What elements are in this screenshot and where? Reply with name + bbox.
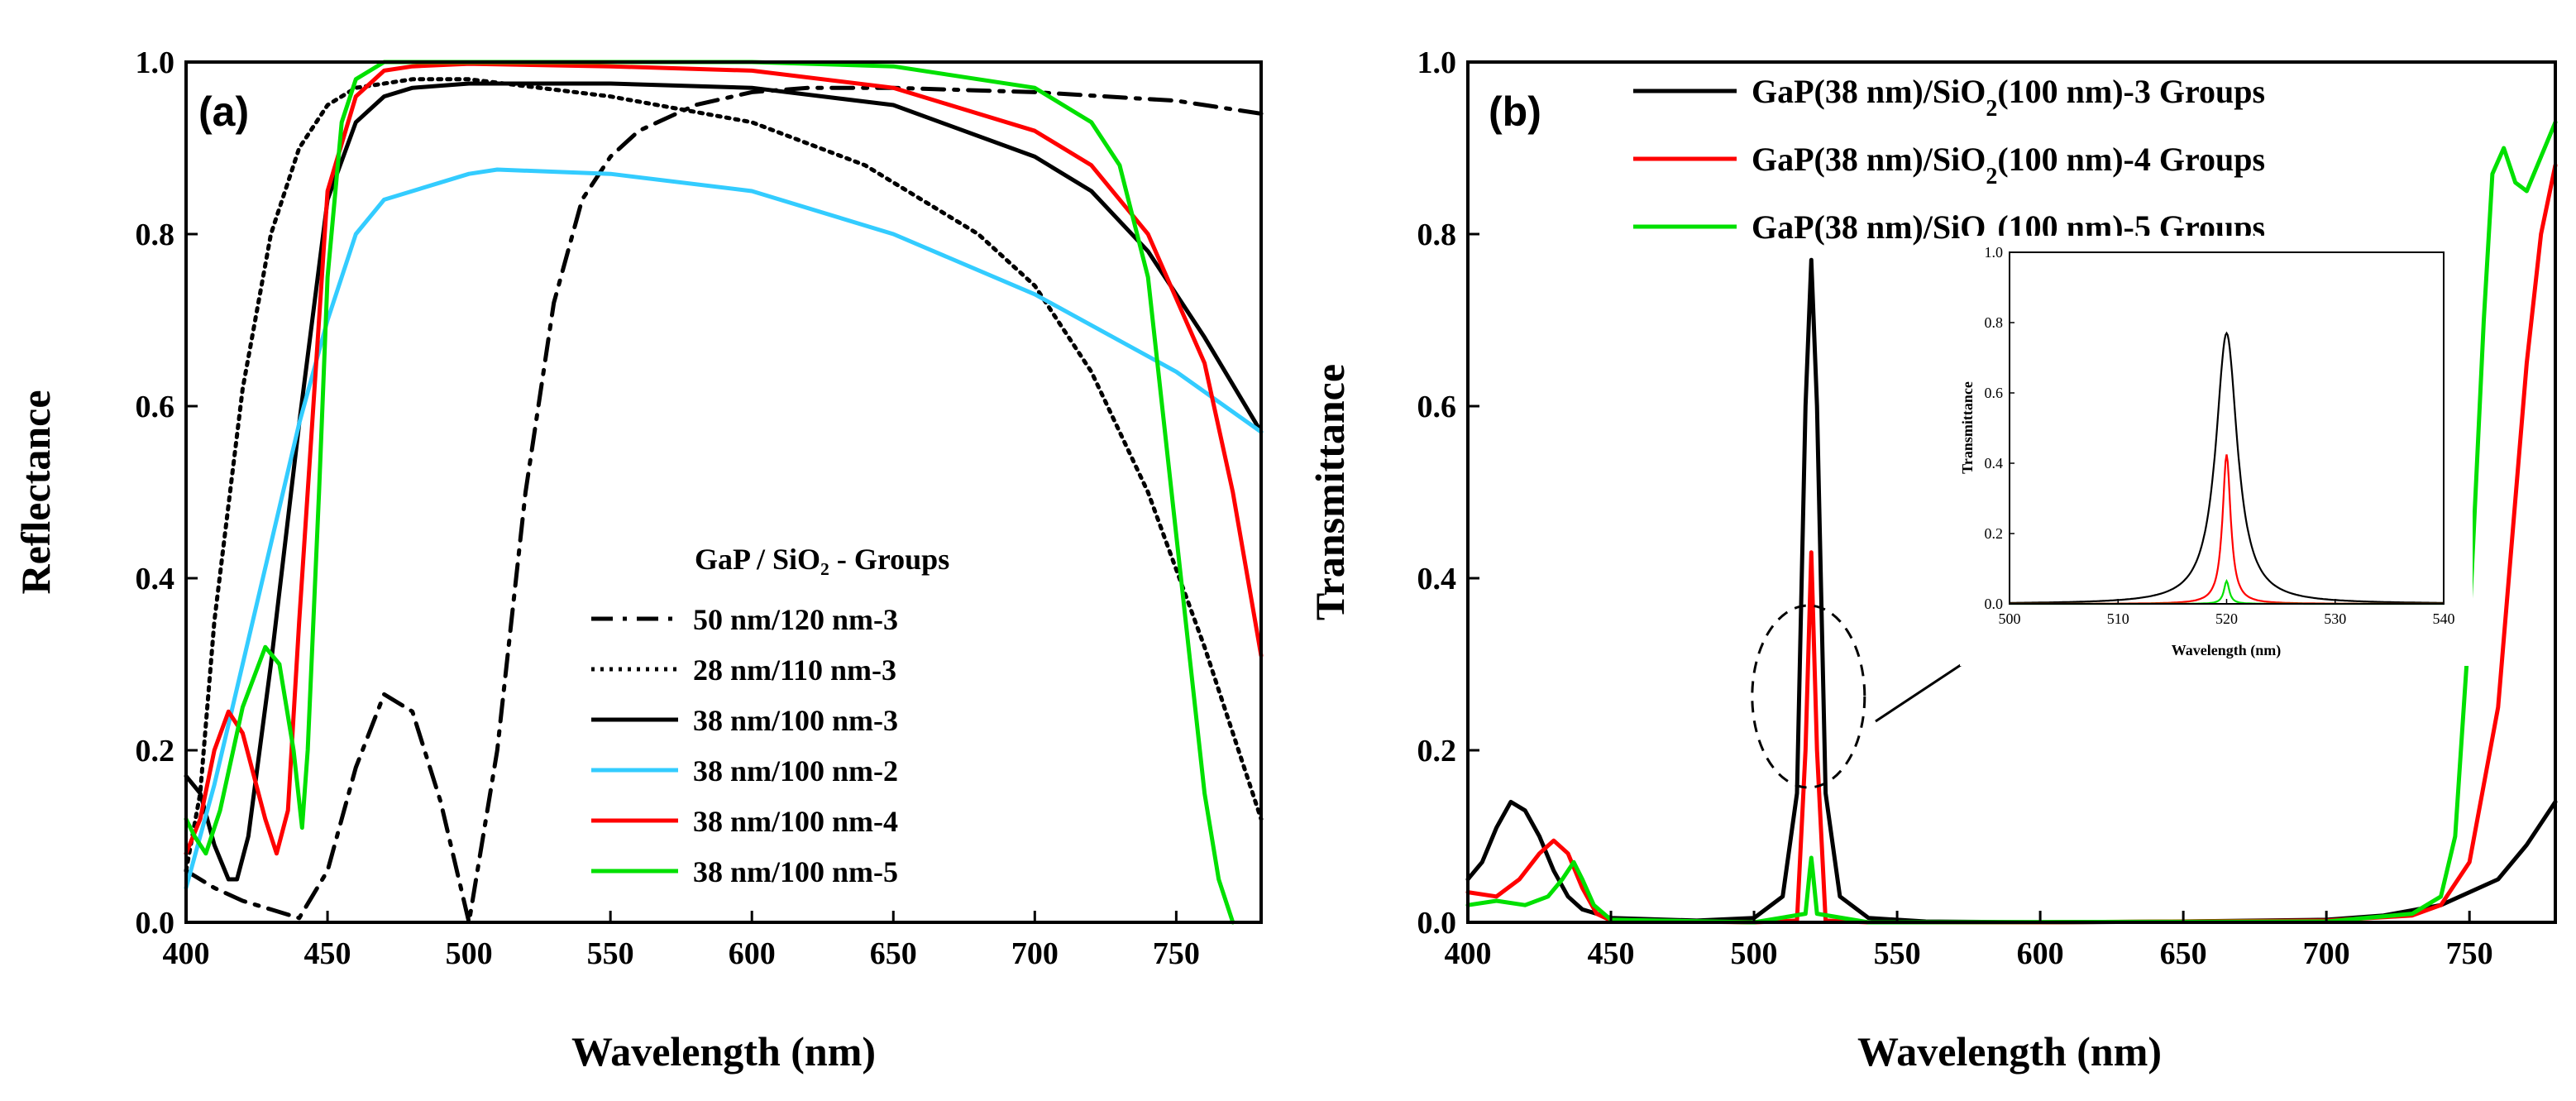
inset-x-tick-label: 540 <box>2433 610 2455 627</box>
panel-a-series-line-1 <box>184 85 1264 925</box>
panel-b-ticks: 400 450 500 550 600 650 700 750 0.0 0.2 0.4 0.6 0.8 1… <box>1417 45 2493 971</box>
panel-a-x-tick-label: 400 <box>163 936 210 971</box>
panel-a-series-group <box>184 60 1264 925</box>
panel-a-x-tick-label: 500 <box>446 936 493 971</box>
panel-a-legend-label-6: 38 nm/100 nm-5 <box>693 855 898 888</box>
panel-b-x-tick-label: 500 <box>1731 936 1778 971</box>
panel-a-y-tick-label: 1.0 <box>136 45 175 80</box>
panel-b-x-tick-label: 550 <box>1874 936 1921 971</box>
panel-a: 400 450 500 550 600 650 700 750 0.0 0.2 0.4 0.6 0.8 1… <box>12 45 1264 1075</box>
inset-x-axis-title: Wavelength (nm) <box>2172 642 2282 659</box>
panel-a-series-line-2 <box>184 77 1264 874</box>
panel-a-series-line-5 <box>184 61 1264 856</box>
panel-a-y-tick-label: 0.8 <box>136 218 175 252</box>
panel-b-x-tick-label: 400 <box>1445 936 1492 971</box>
panel-b-label: (b) <box>1489 89 1541 135</box>
panel-b-x-tick-label: 700 <box>2303 936 2350 971</box>
inset-y-tick-label: 0.2 <box>1985 525 2004 542</box>
panel-b-y-tick-label: 0.2 <box>1417 734 1457 768</box>
inset-ticks: 500 510 520 530 540 0.0 0.2 0.4 0.6 0.8 1.0 <box>1985 244 2455 627</box>
panel-b-plot-frame <box>1466 60 2557 924</box>
panel-a-legend-label-4: 38 nm/100 nm-2 <box>693 754 898 787</box>
inset-background <box>1960 236 2473 666</box>
panel-a-x-axis-title: Wavelength (nm) <box>571 1028 876 1075</box>
panel-a-legend-label-1: 50 nm/120 nm-3 <box>693 603 898 636</box>
panel-a-y-axis-title: Reflectance <box>12 390 59 594</box>
inset-chart: 500 510 520 530 540 0.0 0.2 0.4 0.6 0.8 1.0 Wavele… <box>1959 236 2473 666</box>
inset-y-tick-label: 0.6 <box>1985 385 2004 401</box>
panel-b-y-axis-title: Transmittance <box>1307 364 1353 620</box>
inset-y-axis-title: Transmittance <box>1959 381 1976 474</box>
panel-a-y-tick-label: 0.0 <box>136 906 175 941</box>
inset-y-tick-label: 0.8 <box>1985 314 2004 331</box>
panel-a-label: (a) <box>198 89 249 135</box>
peak-highlight-ellipse <box>1751 604 1866 789</box>
panel-a-y-tick-label: 0.2 <box>136 734 175 768</box>
panel-b-legend-label-2: GaP(38 nm)/SiO2(100 nm)-4 Groups <box>1752 141 2265 189</box>
panel-b-x-tick-label: 450 <box>1588 936 1635 971</box>
panel-a-series-line-4 <box>184 167 1264 890</box>
inset-x-tick-label: 520 <box>2215 610 2238 627</box>
panel-a-x-tick-label: 650 <box>870 936 917 971</box>
panel-a-x-tick-label: 600 <box>729 936 776 971</box>
inset-y-tick-label: 0.4 <box>1985 455 2004 472</box>
panel-b-x-axis-title: Wavelength (nm) <box>1857 1028 2162 1075</box>
panel-a-y-tick-label: 0.4 <box>136 562 175 596</box>
panel-a-series-line-6 <box>184 60 1235 925</box>
panel-b-y-tick-label: 1.0 <box>1417 45 1457 80</box>
panel-a-legend-label-2: 28 nm/110 nm-3 <box>693 653 896 687</box>
panel-b-y-tick-label: 0.4 <box>1417 562 1457 596</box>
panel-a-legend: GaP / SiO₂ - Groups 50 nm/120 nm-3 28 nm/… <box>591 543 949 888</box>
inset-x-tick-label: 510 <box>2107 610 2129 627</box>
panel-b-legend: GaP(38 nm)/SiO2(100 nm)-3 Groups GaP(38 n… <box>1633 73 2265 257</box>
panel-b-y-tick-label: 0.6 <box>1417 390 1457 424</box>
panel-a-legend-label-3: 38 nm/100 nm-3 <box>693 704 898 737</box>
panel-a-series-line-3 <box>184 81 1264 882</box>
panel-b-series-group <box>1465 120 2558 925</box>
panel-a-ticks: 400 450 500 550 600 650 700 750 0.0 0.2 0.4 0.6 0.8 1… <box>136 45 1200 971</box>
panel-a-legend-title: GaP / SiO₂ - Groups <box>695 543 949 576</box>
inset-x-tick-label: 530 <box>2324 610 2346 627</box>
inset-y-tick-label: 1.0 <box>1985 244 2004 261</box>
panel-a-y-tick-label: 0.6 <box>136 390 175 424</box>
panel-b-x-tick-label: 750 <box>2446 936 2493 971</box>
panel-a-plot-frame <box>184 60 1263 924</box>
inset-series-line-1 <box>2010 331 2444 604</box>
panel-a-x-tick-label: 450 <box>304 936 351 971</box>
panel-b-x-tick-label: 650 <box>2160 936 2207 971</box>
panel-b: 400 450 500 550 600 650 700 750 0.0 0.2 0.4 0.6 0.8 1… <box>1307 45 2558 1075</box>
panel-a-x-tick-label: 750 <box>1153 936 1200 971</box>
panel-b-series-line-3 <box>1465 120 2558 925</box>
panel-b-y-tick-label: 0.8 <box>1417 218 1457 252</box>
panel-a-legend-label-5: 38 nm/100 nm-4 <box>693 805 898 838</box>
panel-b-y-tick-label: 0.0 <box>1417 906 1457 941</box>
panel-b-legend-label-1: GaP(38 nm)/SiO2(100 nm)-3 Groups <box>1752 73 2265 122</box>
panel-b-series-line-2 <box>1465 163 2558 925</box>
panel-a-x-tick-label: 700 <box>1011 936 1059 971</box>
inset-x-tick-label: 500 <box>1999 610 2021 627</box>
panel-b-x-tick-label: 600 <box>2017 936 2064 971</box>
inset-y-tick-label: 0.0 <box>1985 596 2004 612</box>
panel-a-x-tick-label: 550 <box>587 936 634 971</box>
